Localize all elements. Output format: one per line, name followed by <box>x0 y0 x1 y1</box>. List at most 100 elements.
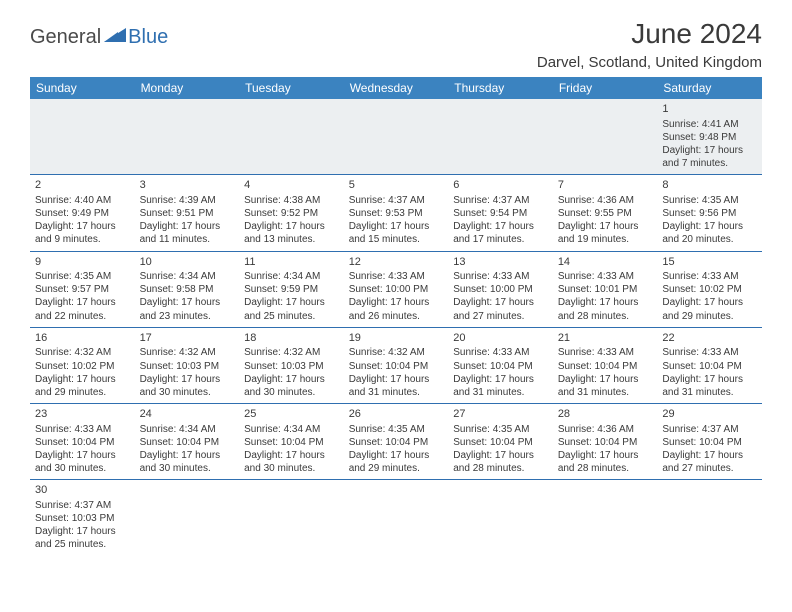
sunset-text: Sunset: 9:56 PM <box>662 207 757 220</box>
day-number: 27 <box>453 407 548 422</box>
sunset-text: Sunset: 10:04 PM <box>349 436 444 449</box>
sunrise-text: Sunrise: 4:37 AM <box>453 194 548 207</box>
sunrise-text: Sunrise: 4:33 AM <box>662 346 757 359</box>
day-number: 16 <box>35 331 130 346</box>
day-cell: 27Sunrise: 4:35 AMSunset: 10:04 PMDaylig… <box>448 404 553 480</box>
day-number: 4 <box>244 178 339 193</box>
daylight-text: and 30 minutes. <box>244 386 339 399</box>
daylight-text: and 28 minutes. <box>558 462 653 475</box>
title-block: June 2024 Darvel, Scotland, United Kingd… <box>537 18 762 71</box>
sunset-text: Sunset: 9:59 PM <box>244 283 339 296</box>
daylight-text: Daylight: 17 hours <box>662 144 757 157</box>
daylight-text: Daylight: 17 hours <box>453 296 548 309</box>
day-number: 15 <box>662 255 757 270</box>
sunset-text: Sunset: 10:04 PM <box>558 436 653 449</box>
daylight-text: Daylight: 17 hours <box>35 373 130 386</box>
day-cell: 14Sunrise: 4:33 AMSunset: 10:01 PMDaylig… <box>553 251 658 327</box>
day-cell: 21Sunrise: 4:33 AMSunset: 10:04 PMDaylig… <box>553 327 658 403</box>
day-number: 13 <box>453 255 548 270</box>
day-cell: 5Sunrise: 4:37 AMSunset: 9:53 PMDaylight… <box>344 175 449 251</box>
daylight-text: and 31 minutes. <box>349 386 444 399</box>
sunrise-text: Sunrise: 4:35 AM <box>349 423 444 436</box>
daylight-text: Daylight: 17 hours <box>244 296 339 309</box>
week-row: 2Sunrise: 4:40 AMSunset: 9:49 PMDaylight… <box>30 175 762 251</box>
sunset-text: Sunset: 9:48 PM <box>662 131 757 144</box>
week-row: 30Sunrise: 4:37 AMSunset: 10:03 PMDaylig… <box>30 480 762 556</box>
daylight-text: and 30 minutes. <box>35 462 130 475</box>
day-number: 11 <box>244 255 339 270</box>
sunrise-text: Sunrise: 4:37 AM <box>662 423 757 436</box>
day-number: 25 <box>244 407 339 422</box>
day-cell: 22Sunrise: 4:33 AMSunset: 10:04 PMDaylig… <box>657 327 762 403</box>
day-number: 8 <box>662 178 757 193</box>
day-cell: 29Sunrise: 4:37 AMSunset: 10:04 PMDaylig… <box>657 404 762 480</box>
day-number: 3 <box>140 178 235 193</box>
daylight-text: Daylight: 17 hours <box>35 296 130 309</box>
sunset-text: Sunset: 10:04 PM <box>140 436 235 449</box>
sunset-text: Sunset: 9:52 PM <box>244 207 339 220</box>
daylight-text: and 9 minutes. <box>35 233 130 246</box>
day-number: 24 <box>140 407 235 422</box>
day-cell: 28Sunrise: 4:36 AMSunset: 10:04 PMDaylig… <box>553 404 658 480</box>
weekday-header-row: Sunday Monday Tuesday Wednesday Thursday… <box>30 77 762 99</box>
day-cell: 30Sunrise: 4:37 AMSunset: 10:03 PMDaylig… <box>30 480 135 556</box>
sunrise-text: Sunrise: 4:37 AM <box>35 499 130 512</box>
daylight-text: Daylight: 17 hours <box>140 449 235 462</box>
week-row: 1Sunrise: 4:41 AMSunset: 9:48 PMDaylight… <box>30 99 762 175</box>
location-text: Darvel, Scotland, United Kingdom <box>537 54 762 71</box>
sunset-text: Sunset: 10:02 PM <box>662 283 757 296</box>
day-cell: 17Sunrise: 4:32 AMSunset: 10:03 PMDaylig… <box>135 327 240 403</box>
sunset-text: Sunset: 10:01 PM <box>558 283 653 296</box>
sunrise-text: Sunrise: 4:33 AM <box>662 270 757 283</box>
sunrise-text: Sunrise: 4:37 AM <box>349 194 444 207</box>
daylight-text: and 7 minutes. <box>662 157 757 170</box>
weekday-header: Saturday <box>657 77 762 99</box>
day-cell: 2Sunrise: 4:40 AMSunset: 9:49 PMDaylight… <box>30 175 135 251</box>
day-number: 20 <box>453 331 548 346</box>
day-number: 21 <box>558 331 653 346</box>
day-cell: 18Sunrise: 4:32 AMSunset: 10:03 PMDaylig… <box>239 327 344 403</box>
daylight-text: and 25 minutes. <box>35 538 130 551</box>
sunset-text: Sunset: 10:00 PM <box>453 283 548 296</box>
logo-text-general: General <box>30 26 101 49</box>
day-cell: 26Sunrise: 4:35 AMSunset: 10:04 PMDaylig… <box>344 404 449 480</box>
logo-text-blue: Blue <box>128 26 168 49</box>
empty-cell <box>553 99 658 175</box>
daylight-text: and 28 minutes. <box>558 310 653 323</box>
daylight-text: Daylight: 17 hours <box>35 220 130 233</box>
sunrise-text: Sunrise: 4:35 AM <box>453 423 548 436</box>
daylight-text: and 30 minutes. <box>244 462 339 475</box>
sunset-text: Sunset: 10:04 PM <box>349 360 444 373</box>
sunset-text: Sunset: 9:57 PM <box>35 283 130 296</box>
daylight-text: Daylight: 17 hours <box>453 220 548 233</box>
day-number: 23 <box>35 407 130 422</box>
sunset-text: Sunset: 9:49 PM <box>35 207 130 220</box>
day-number: 26 <box>349 407 444 422</box>
sunset-text: Sunset: 10:04 PM <box>558 360 653 373</box>
sunset-text: Sunset: 9:51 PM <box>140 207 235 220</box>
sunset-text: Sunset: 10:03 PM <box>244 360 339 373</box>
day-number: 12 <box>349 255 444 270</box>
weekday-header: Wednesday <box>344 77 449 99</box>
weekday-header: Sunday <box>30 77 135 99</box>
sunset-text: Sunset: 9:54 PM <box>453 207 548 220</box>
weekday-header: Monday <box>135 77 240 99</box>
sunset-text: Sunset: 10:03 PM <box>140 360 235 373</box>
daylight-text: Daylight: 17 hours <box>453 449 548 462</box>
day-number: 17 <box>140 331 235 346</box>
daylight-text: and 29 minutes. <box>35 386 130 399</box>
daylight-text: and 15 minutes. <box>349 233 444 246</box>
sunset-text: Sunset: 10:04 PM <box>662 436 757 449</box>
day-cell: 7Sunrise: 4:36 AMSunset: 9:55 PMDaylight… <box>553 175 658 251</box>
day-cell: 11Sunrise: 4:34 AMSunset: 9:59 PMDayligh… <box>239 251 344 327</box>
sunrise-text: Sunrise: 4:32 AM <box>349 346 444 359</box>
day-number: 22 <box>662 331 757 346</box>
day-cell: 19Sunrise: 4:32 AMSunset: 10:04 PMDaylig… <box>344 327 449 403</box>
day-number: 18 <box>244 331 339 346</box>
header: General Blue June 2024 Darvel, Scotland,… <box>30 18 762 71</box>
daylight-text: Daylight: 17 hours <box>662 449 757 462</box>
sunrise-text: Sunrise: 4:33 AM <box>349 270 444 283</box>
day-cell: 16Sunrise: 4:32 AMSunset: 10:02 PMDaylig… <box>30 327 135 403</box>
daylight-text: and 20 minutes. <box>662 233 757 246</box>
daylight-text: and 26 minutes. <box>349 310 444 323</box>
